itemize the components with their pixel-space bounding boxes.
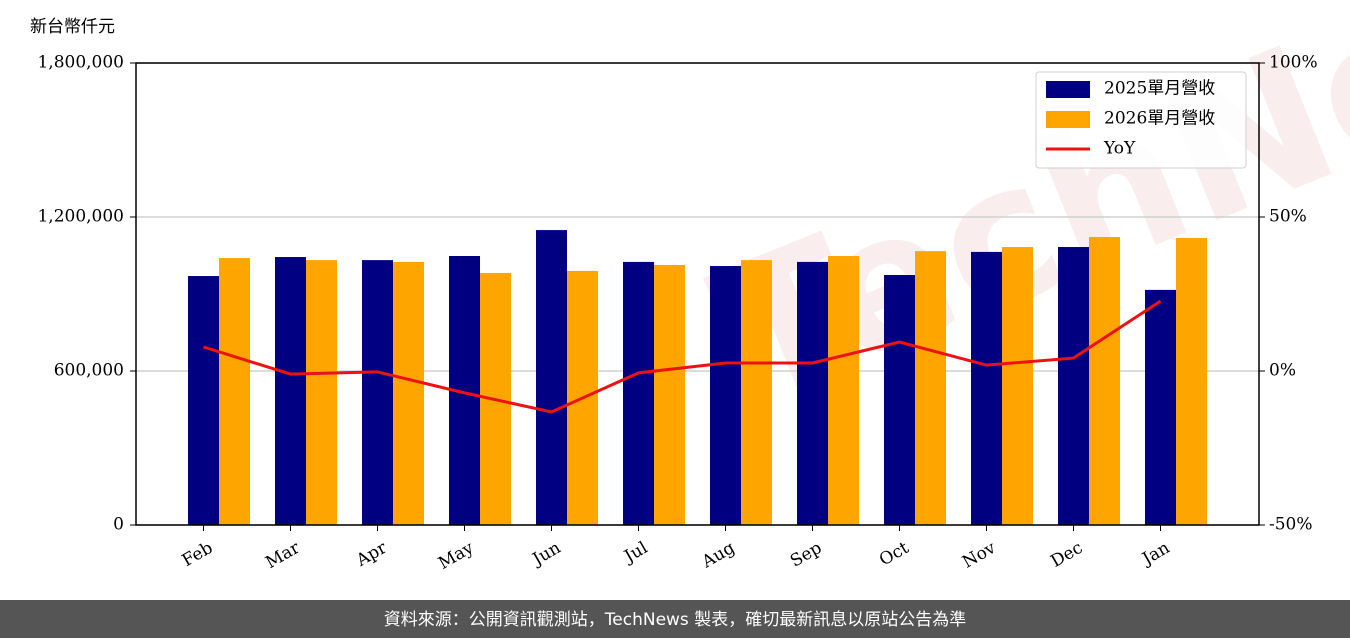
y2-tick-label: -50%: [1269, 515, 1313, 535]
footer-bar: [0, 600, 1350, 638]
x-tick-label: Sep: [787, 538, 825, 572]
y-tick-label: 1,800,000: [37, 53, 124, 73]
y-tick-label: 600,000: [54, 361, 124, 381]
bar: [623, 261, 654, 525]
bar: [1145, 289, 1176, 525]
legend-label: YoY: [1103, 139, 1136, 159]
bar: [188, 276, 219, 525]
bar: [362, 260, 393, 525]
plot-frame: [135, 62, 1260, 526]
bar: [536, 230, 567, 525]
legend-swatch: [1046, 81, 1090, 98]
x-tick-label: Jan: [1137, 538, 1173, 570]
y2-tick-label: 100%: [1269, 53, 1318, 73]
bar: [971, 251, 1002, 525]
bar: [710, 266, 741, 525]
bar: [306, 260, 337, 525]
x-tick-label: Jun: [528, 538, 565, 571]
x-tick-label: Apr: [352, 537, 391, 571]
y2-tick-label: 50%: [1269, 207, 1307, 227]
bar: [797, 261, 828, 525]
x-tick-label: May: [435, 538, 478, 574]
y2-tick-label: 0%: [1269, 361, 1296, 381]
y-axis-title: 新台幣仟元: [30, 17, 115, 37]
yoy-line: [203, 299, 1162, 414]
x-tick-label: Mar: [262, 537, 304, 573]
bar: [741, 260, 772, 525]
x-tick-label: Nov: [959, 538, 999, 573]
legend-swatch: [1046, 111, 1090, 128]
bar: [915, 251, 946, 526]
x-tick-label: Feb: [179, 538, 217, 571]
x-tick-label: Dec: [1047, 538, 1086, 572]
bar: [275, 257, 306, 525]
bar: [1176, 238, 1207, 525]
x-tick-label: Jul: [619, 538, 651, 568]
bar: [393, 261, 424, 525]
bar: [1002, 247, 1033, 525]
x-tick-label: Aug: [698, 538, 739, 573]
bar: [1058, 247, 1089, 525]
bar: [828, 256, 859, 525]
legend-label: 2025單月營收: [1104, 79, 1215, 99]
y-tick-label: 0: [113, 515, 124, 535]
bar: [884, 275, 915, 525]
bar: [219, 258, 250, 525]
bar: [654, 264, 685, 525]
bar: [1089, 237, 1120, 525]
footer: 資料來源：公開資訊觀測站，TechNews 製表，確切最新訊息以原站公告為準: [384, 610, 966, 630]
legend-label: 2026單月營收: [1104, 109, 1215, 129]
y-tick-label: 1,200,000: [37, 207, 124, 227]
x-tick-label: Oct: [876, 538, 912, 571]
